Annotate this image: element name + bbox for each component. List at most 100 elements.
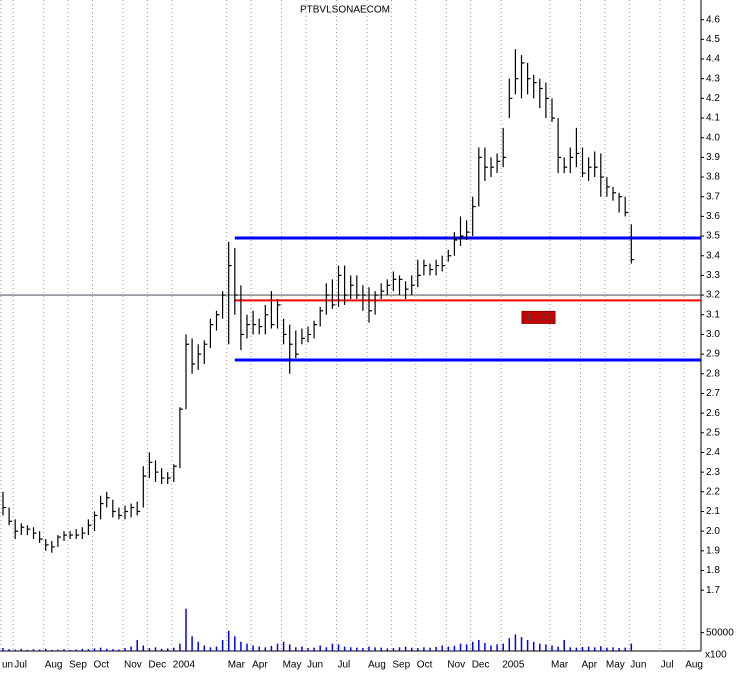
volume-bar: [325, 647, 328, 651]
volume-bar: [526, 639, 529, 651]
volume-bar: [331, 643, 334, 651]
x-tick-label: Sep: [392, 660, 410, 671]
volume-bar: [276, 643, 279, 651]
y-tick-label: 2.1: [706, 506, 720, 517]
volume-bar: [282, 641, 285, 651]
volume-bar: [307, 648, 309, 651]
y-tick-label: 4.2: [706, 93, 720, 104]
y-tick-label: 2.8: [706, 368, 720, 379]
x-tick-label: Jun: [630, 660, 646, 671]
volume-bar: [118, 649, 120, 651]
volume-bar: [203, 645, 206, 651]
y-tick-label: 4.3: [706, 73, 720, 84]
volume-bar: [197, 641, 199, 651]
x-tick-label: Apr: [582, 660, 598, 671]
y-tick-label: 3.7: [706, 191, 720, 202]
volume-bar: [465, 644, 468, 651]
x-tick-label: Dec: [472, 660, 490, 671]
volume-bar: [130, 646, 132, 651]
volume-bar: [514, 634, 517, 651]
volume-bar: [32, 649, 35, 651]
volume-bar: [301, 646, 303, 651]
volume-bar: [404, 646, 407, 651]
y-tick-label: 2.6: [706, 408, 720, 419]
volume-bar: [392, 648, 395, 651]
volume-bar: [20, 648, 23, 651]
volume-bar: [508, 638, 511, 651]
volume-bar: [593, 647, 596, 651]
volume-bar: [234, 636, 236, 651]
volume-bar: [343, 646, 346, 651]
volume-bar: [417, 648, 419, 651]
volume-bar: [215, 646, 218, 651]
volume-bar: [441, 645, 443, 651]
volume-bar: [227, 630, 230, 651]
x-tick-label: Jul: [14, 660, 27, 671]
volume-bar: [490, 645, 492, 651]
volume-bar: [447, 646, 450, 651]
volume-bar: [581, 646, 584, 651]
volume-bar: [319, 645, 321, 651]
x-tick-label: Oct: [94, 660, 110, 671]
volume-bar: [38, 649, 41, 651]
volume-bar: [51, 649, 53, 651]
x-tick-label: 2004: [173, 660, 196, 671]
volume-bar: [221, 639, 224, 651]
y-tick-label: 4.4: [706, 54, 720, 65]
chart-title: PTBVLSONAECOM: [300, 5, 390, 16]
volume-bar: [173, 647, 175, 651]
x-tick-label: Nov: [124, 660, 142, 671]
volume-tick-label: 50000: [706, 627, 734, 638]
volume-bar: [386, 648, 389, 651]
volume-bar: [349, 647, 352, 651]
volume-bar: [478, 639, 480, 651]
volume-bar: [618, 648, 620, 651]
volume-bar: [252, 645, 254, 651]
y-tick-label: 2.9: [706, 349, 720, 360]
volume-bar: [209, 647, 212, 651]
volume-bar: [112, 649, 114, 651]
volume-bar: [612, 647, 614, 651]
volume-bar: [606, 647, 608, 651]
y-tick-label: 2.5: [706, 427, 720, 438]
volume-bar: [471, 641, 474, 651]
volume-bar: [295, 647, 297, 651]
volume-bar: [136, 639, 138, 651]
y-tick-label: 3.2: [706, 290, 720, 301]
x-tick-label: May: [283, 660, 302, 671]
volume-bar: [380, 647, 382, 651]
y-tick-label: 2.7: [706, 388, 720, 399]
volume-bar: [154, 647, 157, 651]
y-tick-label: 1.8: [706, 565, 720, 576]
volume-bar: [8, 649, 10, 651]
x-tick-label: 2005: [502, 660, 525, 671]
x-tick-label: Nov: [447, 660, 465, 671]
volume-bar: [148, 648, 151, 651]
volume-bar: [575, 647, 578, 651]
volume-bar: [520, 637, 523, 651]
y-tick-label: 3.9: [706, 152, 720, 163]
volume-bar: [532, 641, 535, 651]
volume-bar: [368, 646, 370, 651]
y-tick-label: 3.1: [706, 309, 720, 320]
volume-bar: [313, 647, 315, 651]
volume-bar: [26, 649, 29, 651]
y-tick-label: 2.2: [706, 486, 720, 497]
level-label: 3.173: [526, 313, 551, 324]
x-tick-label: Jul: [661, 660, 674, 671]
volume-bar: [185, 608, 187, 651]
x-tick-label: Aug: [45, 660, 63, 671]
volume-bar: [87, 649, 90, 651]
volume-bar: [264, 647, 267, 651]
volume-bar: [246, 643, 248, 651]
y-tick-label: 3.0: [706, 329, 720, 340]
volume-bar: [587, 646, 590, 651]
volume-bar: [124, 648, 126, 651]
volume-bar: [356, 647, 358, 651]
volume-bar: [502, 643, 504, 651]
y-tick-label: 4.6: [706, 14, 720, 25]
y-tick-label: 4.1: [706, 113, 720, 124]
volume-bar: [14, 649, 16, 651]
volume-bar: [75, 649, 77, 651]
